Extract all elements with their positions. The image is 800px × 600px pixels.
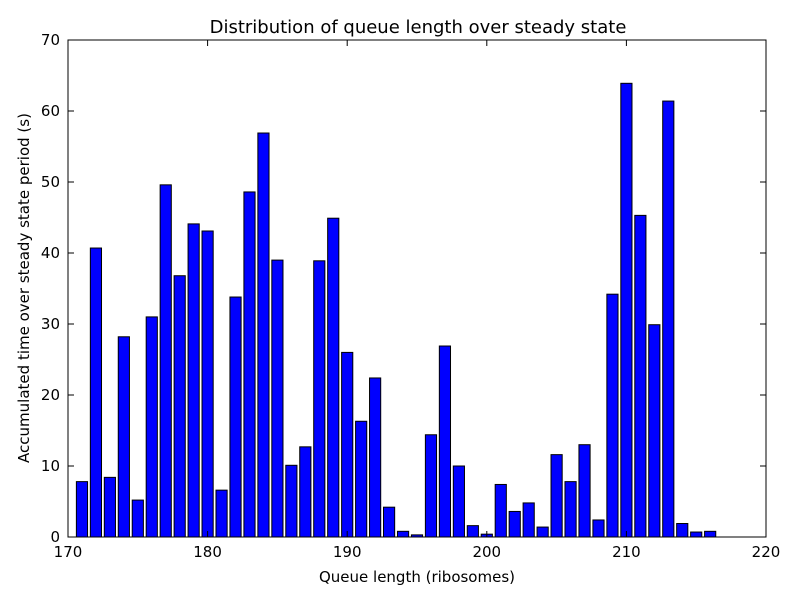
bar-177 bbox=[159, 184, 172, 538]
bar-205 bbox=[550, 454, 563, 538]
bar-185 bbox=[271, 259, 284, 538]
bar-189 bbox=[327, 217, 340, 538]
y-tick-label: 20 bbox=[41, 386, 60, 404]
bar-191 bbox=[355, 420, 368, 538]
bar-175 bbox=[131, 499, 144, 538]
bar-213 bbox=[662, 100, 675, 538]
bar-206 bbox=[564, 481, 577, 538]
bar-211 bbox=[634, 214, 647, 538]
bar-178 bbox=[173, 275, 186, 538]
bar-199 bbox=[466, 525, 479, 538]
bar-196 bbox=[424, 434, 438, 538]
bar-182 bbox=[229, 296, 242, 538]
bar-201 bbox=[494, 483, 507, 538]
bar-202 bbox=[508, 510, 521, 538]
bar-203 bbox=[522, 502, 535, 538]
bar-180 bbox=[201, 230, 214, 538]
y-tick-label: 0 bbox=[50, 528, 60, 546]
bar-208 bbox=[592, 519, 605, 538]
y-tick-label: 60 bbox=[41, 102, 60, 120]
x-tick-label: 180 bbox=[193, 543, 222, 561]
y-tick-label: 50 bbox=[41, 173, 60, 191]
bar-197 bbox=[438, 345, 452, 538]
chart-title: Distribution of queue length over steady… bbox=[210, 17, 627, 38]
bar-198 bbox=[452, 465, 465, 538]
bar-216 bbox=[704, 530, 717, 538]
bar-204 bbox=[536, 526, 549, 538]
x-tick-label: 200 bbox=[472, 543, 501, 561]
plot-frame bbox=[67, 39, 767, 538]
bar-179 bbox=[187, 223, 200, 538]
bar-192 bbox=[369, 377, 382, 538]
bar-184 bbox=[257, 132, 270, 538]
y-axis-ticks: 0 10 20 30 40 50 60 70 bbox=[41, 31, 766, 546]
bar-176 bbox=[145, 316, 158, 538]
bar-172 bbox=[89, 247, 103, 538]
bar-173 bbox=[103, 476, 116, 538]
bar-186 bbox=[285, 464, 298, 538]
bar-214 bbox=[676, 523, 689, 538]
bar-174 bbox=[117, 336, 130, 538]
bar-187 bbox=[299, 446, 312, 538]
x-axis-label: Queue length (ribosomes) bbox=[319, 568, 515, 586]
bar-190 bbox=[341, 351, 354, 538]
bar-194 bbox=[396, 530, 410, 538]
y-axis-label: Accumulated time over steady state perio… bbox=[15, 113, 33, 463]
bar-210 bbox=[620, 82, 633, 538]
x-tick-label: 190 bbox=[333, 543, 362, 561]
bars-group bbox=[75, 82, 717, 538]
y-tick-label: 40 bbox=[41, 244, 60, 262]
bar-188 bbox=[313, 260, 326, 538]
bar-212 bbox=[648, 324, 661, 538]
x-tick-label: 210 bbox=[612, 543, 641, 561]
x-tick-label: 220 bbox=[752, 543, 781, 561]
bar-215 bbox=[690, 531, 703, 538]
x-tick-label: 170 bbox=[54, 543, 83, 561]
y-tick-label: 30 bbox=[41, 315, 60, 333]
y-tick-label: 10 bbox=[41, 457, 60, 475]
bar-209 bbox=[606, 293, 619, 538]
x-axis-ticks: 170 180 190 200 210 220 bbox=[54, 40, 781, 561]
bar-193 bbox=[383, 506, 396, 538]
bar-183 bbox=[243, 191, 256, 538]
bar-181 bbox=[215, 489, 228, 538]
y-tick-label: 70 bbox=[41, 31, 60, 49]
bar-171 bbox=[75, 481, 89, 538]
bar-207 bbox=[578, 444, 591, 538]
